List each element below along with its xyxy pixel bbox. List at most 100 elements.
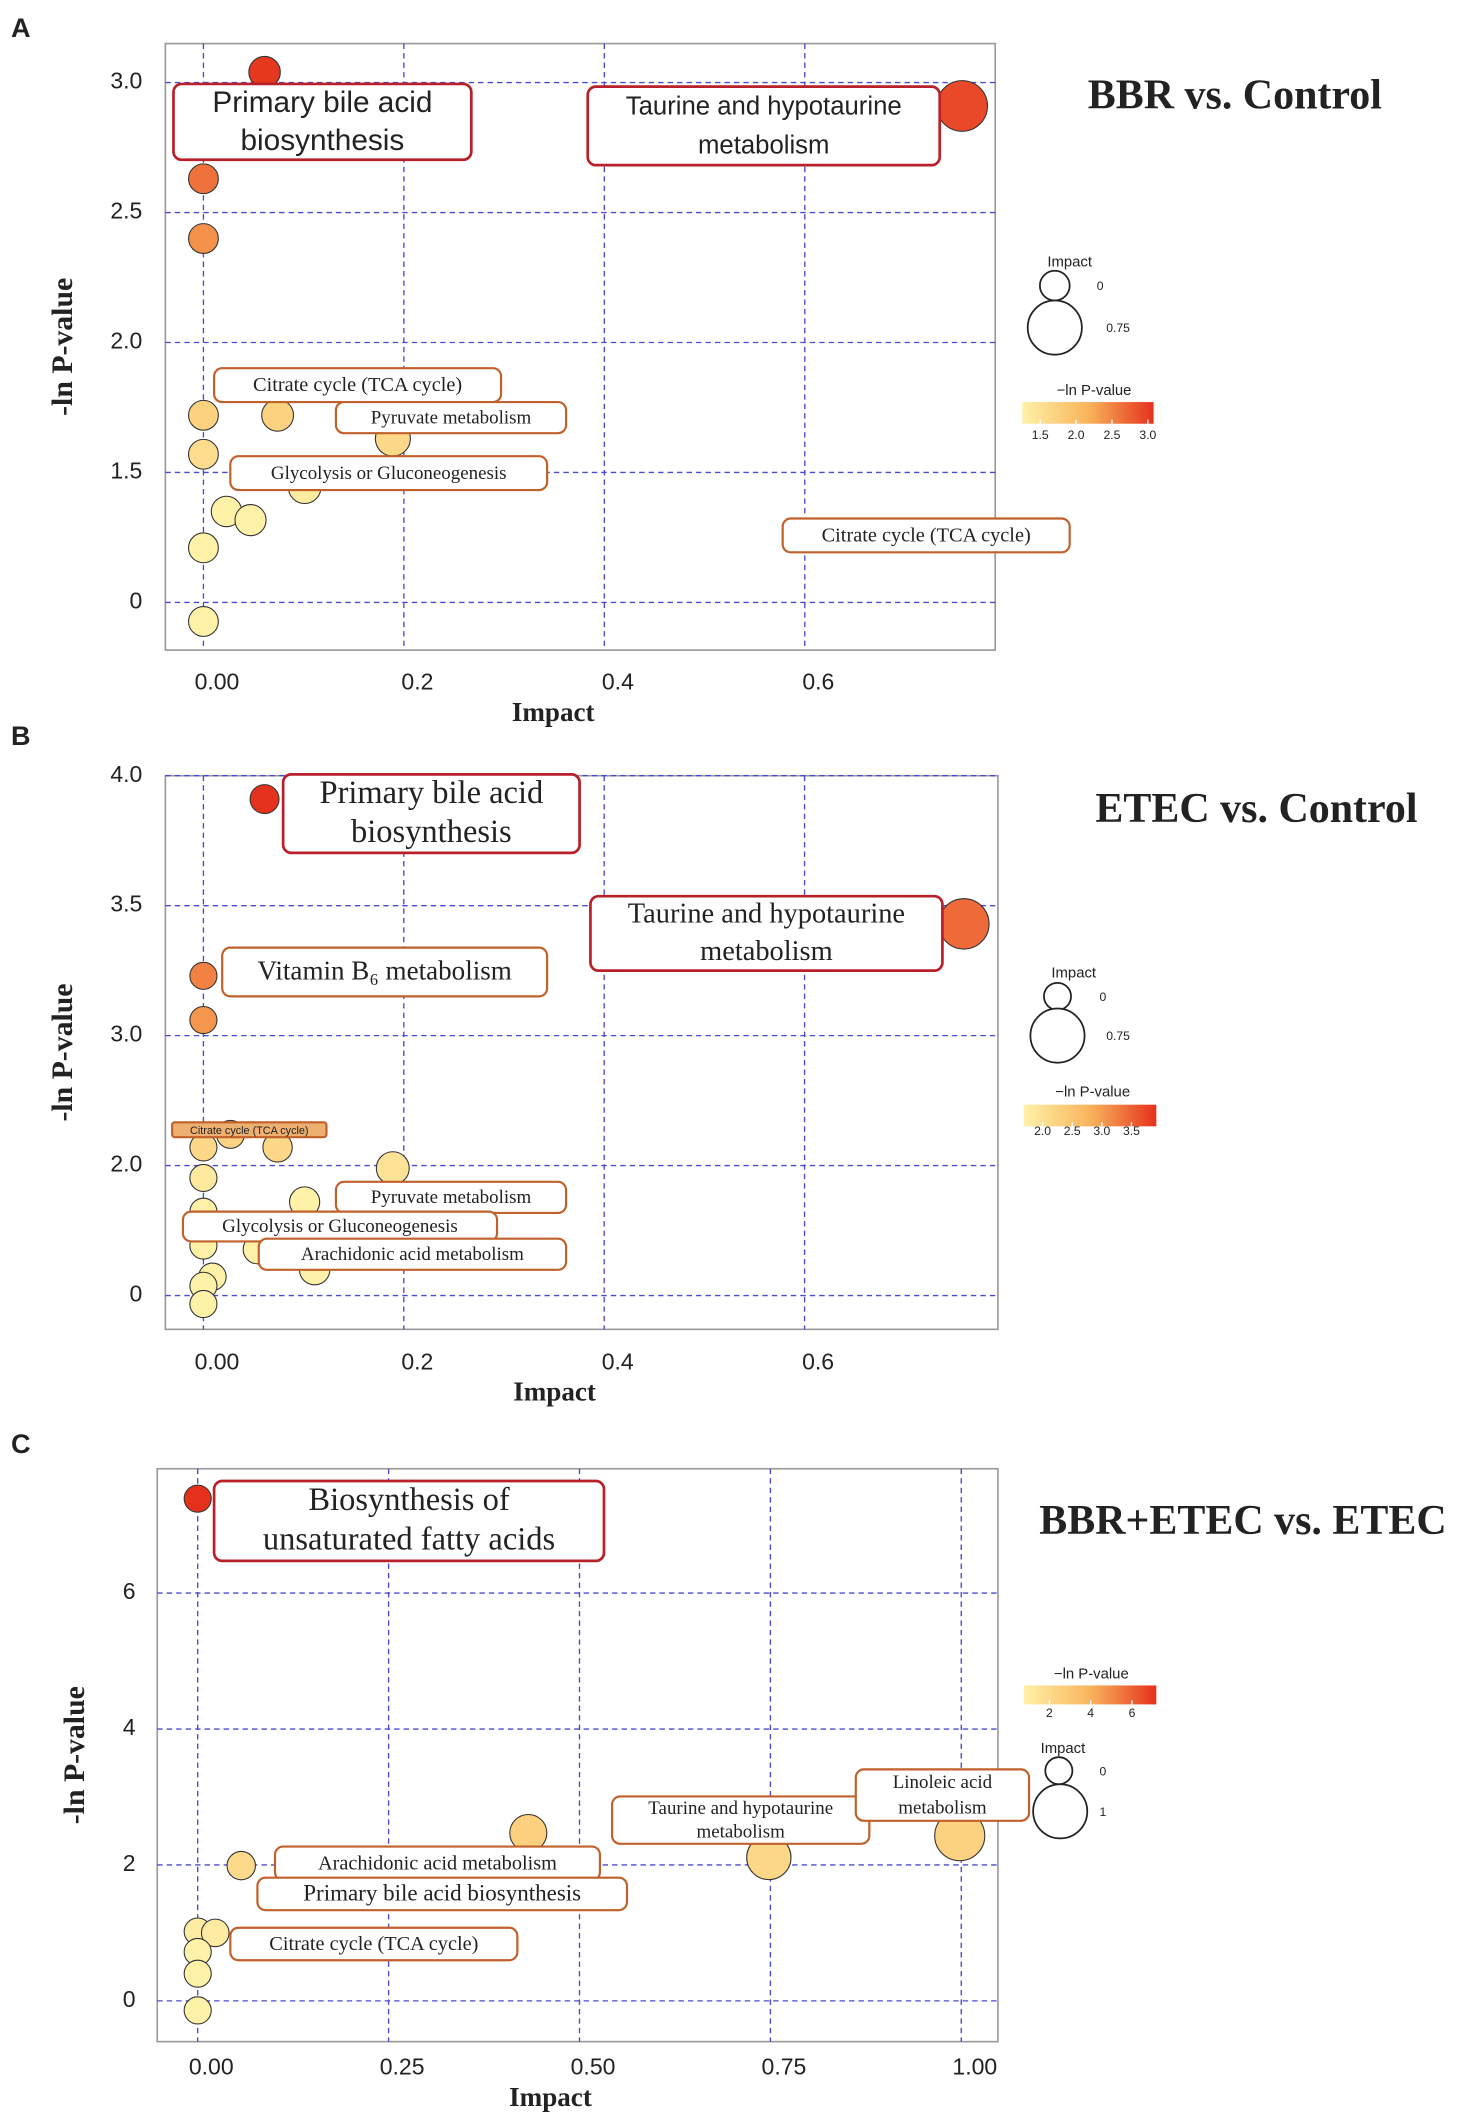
bubble (189, 961, 218, 990)
color-bar (1022, 402, 1154, 424)
color-bar (1023, 1104, 1157, 1127)
bubble (261, 398, 295, 432)
annotation-box (212, 1479, 606, 1563)
color-tick-label: 2.0 (1068, 428, 1085, 442)
annotation-box (172, 82, 473, 162)
size-legend-title: Impact (1041, 1741, 1087, 1757)
panel: A BBR vs. Control 0.00 0.2 0.4 0.6 0 1.5 2.0 2.5 3… (11, 12, 1382, 727)
bubble (188, 223, 219, 254)
y-axis-label: -ln P-value (58, 1686, 91, 1824)
x-tick-label: 0.4 (602, 1348, 634, 1374)
y-tick-label: 3.0 (110, 1021, 142, 1047)
bubble (188, 438, 219, 470)
annotation-text: Glycolysis or Gluconeogenesis (222, 1216, 458, 1237)
annotation-text: metabolism (697, 1822, 786, 1843)
panel-letter: C (11, 1428, 31, 1459)
color-tick-label: 4 (1087, 1706, 1094, 1720)
annotation-text: Linoleic acid (893, 1772, 993, 1793)
color-legend-title: −ln P-value (1055, 1084, 1130, 1100)
annotation-text: metabolism (698, 132, 830, 160)
annotation-box (281, 773, 581, 855)
size-legend-label: 0.75 (1106, 1029, 1130, 1043)
plot-frame (164, 42, 997, 651)
plot-frame (164, 774, 999, 1331)
size-legend-label: 0 (1099, 990, 1106, 1004)
annotation-text: Arachidonic acid metabolism (318, 1852, 557, 1874)
bubble (249, 784, 280, 815)
bubble (200, 1918, 230, 1948)
annotation-text: Primary bile acid biosynthesis (303, 1880, 581, 1906)
size-legend-circle (1044, 1756, 1074, 1786)
panel-letter: B (11, 720, 31, 751)
color-tick-label: 3.0 (1139, 428, 1156, 442)
x-tick-label: 0.50 (571, 2054, 616, 2080)
annotation-box (256, 1876, 629, 1912)
annotation-box (586, 85, 942, 167)
y-tick-label: 4 (123, 1714, 136, 1740)
y-tick-label: 2.0 (110, 1151, 142, 1177)
bubble (936, 80, 989, 132)
size-legend-label: 0 (1097, 279, 1104, 293)
annotation-text: Primary bile acid (212, 86, 432, 119)
y-tick-label: 0 (130, 588, 143, 614)
x-tick-label: 0.75 (762, 2054, 807, 2080)
y-tick-label: 3.5 (110, 891, 142, 917)
bubble (183, 1484, 212, 1513)
size-legend-label: 0 (1099, 1764, 1106, 1778)
color-tick-label: 2.5 (1104, 428, 1121, 442)
color-tick-label: 3.0 (1093, 1124, 1110, 1138)
y-tick-label: 2 (123, 1850, 136, 1876)
x-tick-label: 0.2 (401, 669, 433, 695)
color-tick-label: 2.0 (1034, 1124, 1051, 1138)
bubble (188, 532, 219, 564)
annotation-text: Vitamin B₆ metabolism (257, 956, 511, 986)
bubble (189, 1289, 218, 1319)
annotation-text: Taurine and hypotaurine (628, 899, 905, 930)
y-tick-label: 1.5 (110, 458, 142, 484)
annotation-text: Arachidonic acid metabolism (301, 1244, 524, 1265)
panel: B ETEC vs. Control 0.00 0.2 0.4 0.6 0 2.0 3.0 3.5… (11, 720, 1418, 1407)
size-legend-title: Impact (1047, 255, 1093, 271)
color-legend-title: −ln P-value (1054, 1667, 1129, 1683)
size-legend-circle (1026, 299, 1083, 356)
x-tick-label: 0.00 (195, 669, 240, 695)
annotation-box (781, 517, 1071, 554)
x-tick-label: 1.00 (952, 2054, 997, 2080)
color-tick-label: 1.5 (1032, 428, 1049, 442)
annotation-text: Biosynthesis of (308, 1482, 509, 1518)
annotation-text: Pyruvate metabolism (371, 1187, 532, 1208)
annotation-text: Citrate cycle (TCA cycle) (253, 374, 462, 396)
annotation-box (221, 946, 549, 998)
x-axis-label: Impact (512, 697, 595, 727)
panel: C BBR+ETEC vs. ETEC 0.00 0.25 0.50 0.75 1.00 0 2… (11, 1428, 1447, 2112)
x-tick-label: 0.25 (380, 2054, 425, 2080)
x-axis-label: Impact (509, 2082, 592, 2112)
annotation-box (854, 1768, 1031, 1822)
color-tick-label: 3.5 (1123, 1124, 1140, 1138)
color-tick-label: 2.5 (1064, 1124, 1081, 1138)
annotation-box (171, 1121, 328, 1139)
size-legend-circle (1039, 269, 1071, 302)
y-tick-label: 2.0 (110, 328, 142, 354)
size-legend-label: 0.75 (1106, 321, 1130, 335)
y-tick-label: 0 (123, 1986, 136, 2012)
y-tick-label: 0 (130, 1281, 143, 1307)
annotation-text: Taurine and hypotaurine (626, 92, 902, 120)
annotation-text: metabolism (898, 1798, 987, 1819)
y-axis-label: -ln P-value (46, 983, 79, 1121)
color-tick-label: 6 (1129, 1706, 1136, 1720)
x-tick-label: 0.2 (401, 1348, 433, 1374)
x-tick-label: 0.4 (602, 669, 634, 695)
annotation-text: biosynthesis (351, 814, 512, 850)
bubble (188, 399, 219, 431)
x-axis-label: Impact (513, 1377, 596, 1407)
bubble (375, 1151, 410, 1186)
annotation-box (229, 455, 549, 492)
size-legend-circle (1032, 1783, 1089, 1840)
bubble (183, 1959, 212, 1988)
annotation-text: Primary bile acid (320, 775, 544, 811)
annotation-box (229, 1926, 519, 1962)
size-legend-label: 1 (1099, 1805, 1106, 1819)
annotation-box (334, 400, 568, 435)
